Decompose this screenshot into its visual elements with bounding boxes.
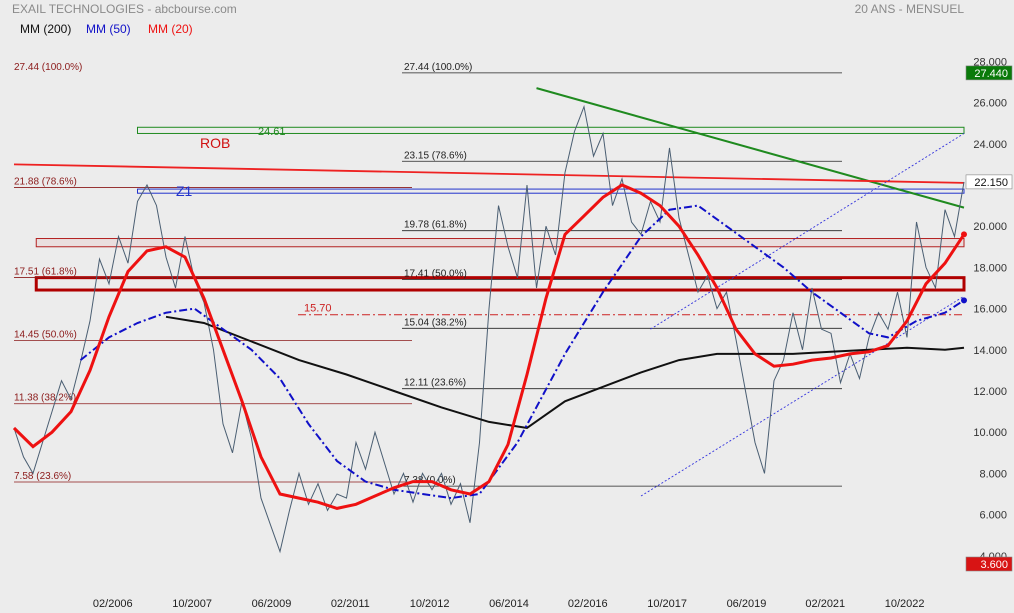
zone-green: [137, 126, 965, 134]
level-24-61-label: 24.61: [258, 126, 286, 138]
x-tick-label: 02/2016: [568, 598, 608, 610]
low-badge: 3.600: [980, 559, 1008, 571]
fib-left-label: 11.38 (38.2%): [14, 393, 76, 404]
zone-pink: [35, 238, 965, 248]
fib-left-label: 7.58 (23.6%): [14, 471, 71, 482]
x-tick-label: 10/2007: [172, 598, 212, 610]
zone-red: [34, 276, 966, 292]
y-tick-label: 6.000: [979, 510, 1007, 522]
z1-label: Z1: [176, 183, 193, 199]
trendline-channel: [650, 133, 965, 330]
fib-right-label: 17.41 (50.0%): [404, 269, 467, 280]
y-tick-label: 8.000: [979, 468, 1007, 480]
x-tick-label: 06/2019: [727, 598, 767, 610]
y-tick-label: 12.000: [973, 386, 1007, 398]
ma20-series: [12, 183, 966, 510]
fib-left-label: 14.45 (50.0%): [14, 329, 77, 340]
ma20-end-dot: [961, 231, 967, 238]
trendline-channel: [640, 295, 965, 497]
trendline-green: [536, 87, 965, 209]
x-tick-label: 02/2011: [331, 598, 370, 610]
y-tick-label: 24.000: [973, 139, 1007, 151]
x-tick-label: 10/2017: [647, 598, 687, 610]
x-tick-label: 02/2021: [805, 598, 845, 610]
high-badge: 27.440: [974, 68, 1008, 80]
chart-period: 20 ANS - MENSUEL: [855, 2, 965, 16]
x-tick-label: 02/2006: [93, 598, 133, 610]
level-15-70-label: 15.70: [304, 303, 332, 315]
fib-right-label: 12.11 (23.6%): [404, 378, 466, 389]
y-tick-label: 18.000: [973, 262, 1007, 274]
y-tick-label: 20.000: [973, 221, 1007, 233]
fib-right-label: 15.04 (38.2%): [404, 317, 467, 328]
zone-blue: [137, 188, 965, 194]
legend-item-0: MM (200): [20, 22, 71, 36]
y-tick-label: 26.000: [973, 98, 1007, 110]
last-price-badge-box: [965, 174, 1013, 190]
fib-left-label: 17.51 (61.8%): [14, 266, 77, 277]
fib-right-label: 27.44 (100.0%): [404, 62, 472, 73]
price-series: [13, 104, 965, 554]
low-badge-box: [965, 556, 1013, 572]
ma50-end-dot: [961, 297, 967, 304]
y-tick-label: 16.000: [973, 304, 1007, 316]
high-badge-box: [965, 65, 1013, 81]
chart-title: EXAIL TECHNOLOGIES - abcbourse.com: [12, 2, 237, 16]
fib-right-label: 23.15 (78.6%): [404, 150, 467, 161]
trendline-rob: [13, 163, 965, 184]
ma200-series: [165, 315, 965, 430]
rob-label: ROB: [200, 135, 230, 151]
x-tick-label: 10/2012: [410, 598, 450, 610]
ma50-series: [79, 204, 965, 500]
fib-right-label: 19.78 (61.8%): [404, 220, 467, 231]
y-tick-label: 10.000: [973, 427, 1007, 439]
y-tick-label: 28.000: [973, 56, 1007, 68]
fib-left-label: 27.44 (100.0%): [14, 62, 82, 73]
y-tick-label: 14.000: [973, 345, 1007, 357]
x-tick-label: 06/2009: [252, 598, 292, 610]
x-tick-label: 06/2014: [489, 598, 529, 610]
legend-item-2: MM (20): [148, 22, 193, 36]
fib-left-label: 21.88 (78.6%): [14, 176, 77, 187]
last-price-badge: 22.150: [974, 177, 1008, 189]
x-tick-label: 10/2022: [885, 598, 925, 610]
legend-item-1: MM (50): [86, 22, 131, 36]
